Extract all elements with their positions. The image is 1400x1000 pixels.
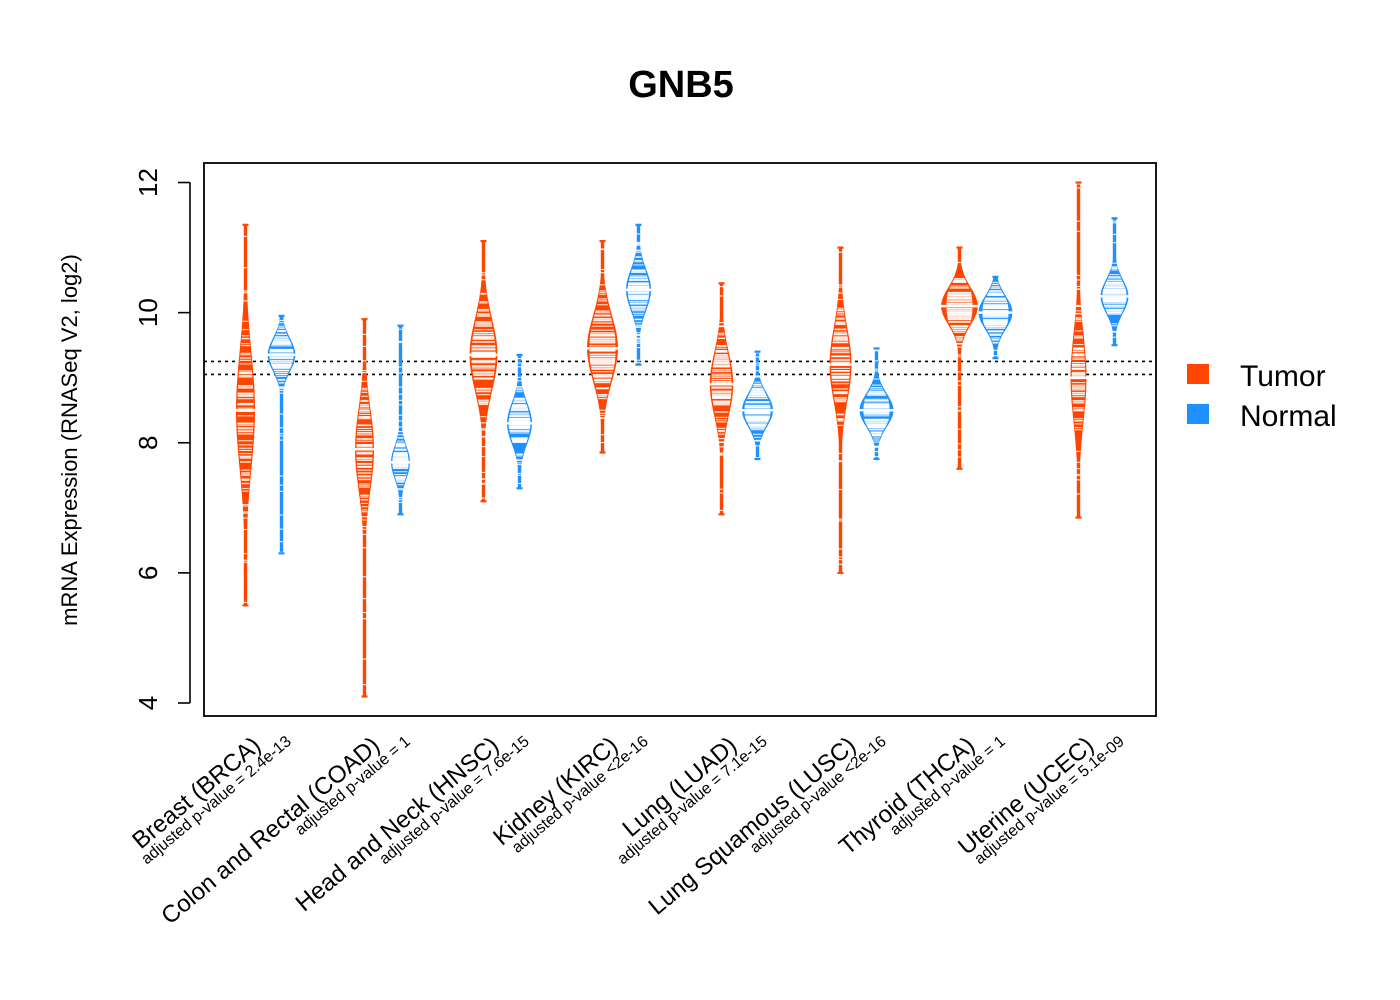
plot-frame [203, 162, 1157, 717]
normal-bean [858, 347, 895, 461]
tumor-bean [585, 239, 620, 454]
y-axis: 4 6 8 10 12 [133, 168, 191, 710]
tumor-bean [828, 246, 853, 574]
y-tick-label: 4 [133, 696, 163, 710]
category-labels: Breast (BRCA)adjusted p-value = 2.4e-13C… [127, 732, 1128, 930]
y-tick-label: 8 [133, 436, 163, 450]
legend-label: Normal [1240, 400, 1337, 433]
normal-bean [977, 275, 1014, 360]
legend: Tumor Normal [1187, 360, 1337, 433]
normal-bean [389, 324, 412, 516]
tumor-bean [234, 223, 257, 607]
tumor-bean [468, 239, 499, 503]
chart-title: GNB5 [628, 64, 734, 106]
tumor-bean [708, 282, 735, 516]
tumor-bean [353, 318, 376, 698]
normal-bean [624, 223, 653, 366]
bean-series [234, 181, 1130, 698]
legend-swatch [1187, 404, 1209, 424]
reference-lines [204, 360, 1156, 376]
y-tick-label: 6 [133, 566, 163, 580]
y-tick-label: 12 [133, 168, 163, 197]
y-tick-label: 10 [133, 298, 163, 327]
normal-bean [266, 314, 297, 555]
normal-bean [1099, 217, 1130, 347]
legend-swatch [1187, 364, 1209, 384]
tumor-bean [1069, 181, 1088, 519]
normal-bean [740, 350, 775, 461]
y-axis-label: mRNA Expression (RNASeq V2, log2) [57, 254, 82, 626]
tumor-bean [939, 246, 980, 470]
legend-label: Tumor [1240, 360, 1326, 393]
normal-bean [505, 353, 534, 490]
